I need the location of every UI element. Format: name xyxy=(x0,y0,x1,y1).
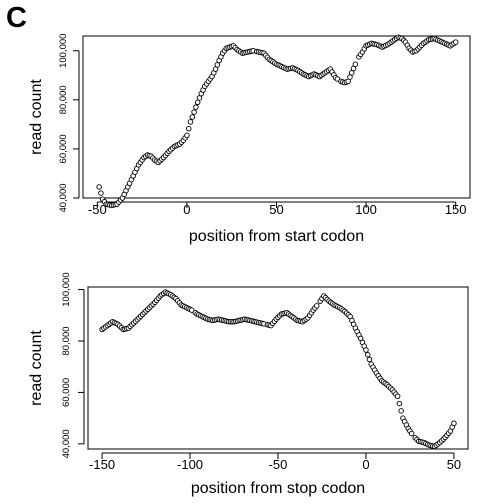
data-point xyxy=(352,61,359,67)
data-point xyxy=(96,184,102,190)
x-tick-label: 150 xyxy=(445,202,467,217)
y-tick-label: 80,000 xyxy=(58,85,69,114)
data-point xyxy=(408,430,415,437)
y-tick-label: 60,000 xyxy=(61,378,72,407)
data-point xyxy=(334,76,341,82)
data-point xyxy=(189,307,195,313)
data-point xyxy=(193,104,199,110)
y-tick-label: 100,000 xyxy=(58,34,69,68)
x-axis-title: position from stop codon xyxy=(191,480,365,497)
data-point xyxy=(364,351,371,358)
x-tick-label: -50 xyxy=(269,457,288,472)
data-point xyxy=(184,132,190,139)
chart-bottom: -150 -100 -50 0 50 40,000 60,000 80,000 100,000 p… xyxy=(28,272,469,497)
data-point xyxy=(394,393,401,400)
data-point xyxy=(398,408,404,414)
y-tick-label: 40,000 xyxy=(61,429,72,458)
y-axis-title: read count xyxy=(28,330,45,406)
data-point xyxy=(451,420,457,427)
x-tick-label: 50 xyxy=(269,202,283,217)
x-tick-label: 0 xyxy=(362,457,369,472)
data-point xyxy=(366,356,373,363)
x-tick-label: -50 xyxy=(88,202,107,217)
plot-frame xyxy=(87,286,469,450)
data-point xyxy=(313,303,320,309)
data-point xyxy=(98,190,104,196)
data-points xyxy=(99,289,457,450)
data-point xyxy=(185,125,192,132)
plot-frame xyxy=(82,35,471,199)
x-tick-label: 0 xyxy=(183,202,190,217)
x-tick-label: 100 xyxy=(355,202,377,217)
data-point xyxy=(191,109,197,115)
data-point xyxy=(452,39,459,45)
data-point xyxy=(187,119,194,125)
panel-label: C xyxy=(6,2,27,34)
y-axis-title: read count xyxy=(28,79,45,155)
y-tick-label: 80,000 xyxy=(61,326,72,355)
data-points xyxy=(96,34,459,209)
y-tick-label: 40,000 xyxy=(58,183,69,212)
x-tick-label: -150 xyxy=(89,457,115,472)
data-point xyxy=(189,114,196,120)
chart-top: -50 0 50 100 150 40,000 60,000 80,000 100,000 pos… xyxy=(28,34,471,245)
x-axis-title: position from start codon xyxy=(189,228,364,245)
data-point xyxy=(363,347,369,353)
y-tick-label: 60,000 xyxy=(58,134,69,163)
data-point xyxy=(396,400,403,407)
y-tick-label: 100,000 xyxy=(61,272,72,306)
x-tick-label: 50 xyxy=(447,457,461,472)
x-tick-label: -100 xyxy=(177,457,203,472)
